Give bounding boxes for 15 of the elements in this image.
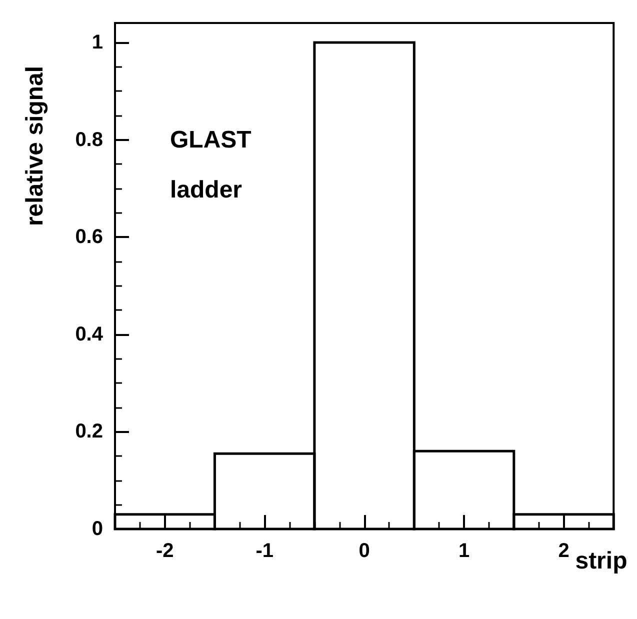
y-axis-title: relative signal — [22, 66, 48, 226]
x-tick-label: 0 — [358, 540, 370, 562]
x-axis-title: strip — [575, 548, 628, 574]
annotation: ladder — [170, 176, 242, 204]
x-tick-label: 1 — [458, 540, 470, 562]
x-tick-label: -1 — [256, 540, 274, 562]
y-tick-label: 1 — [92, 31, 103, 54]
y-tick-label: 0 — [92, 518, 103, 540]
annotation: GLAST — [170, 126, 252, 154]
y-tick-label: 0.6 — [75, 226, 103, 248]
y-tick-label: 0.8 — [75, 128, 103, 151]
x-tick-label: -2 — [156, 540, 174, 562]
x-tick-label: 2 — [558, 540, 570, 562]
y-tick-label: 0.4 — [75, 323, 104, 346]
y-tick-label: 0.2 — [75, 420, 103, 443]
